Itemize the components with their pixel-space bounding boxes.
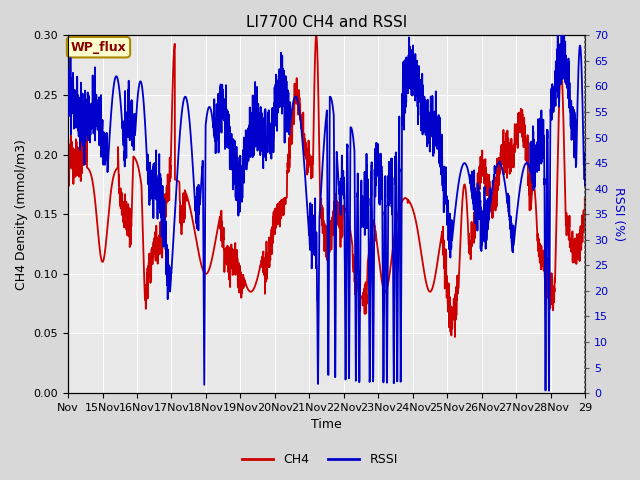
Legend: CH4, RSSI: CH4, RSSI	[237, 448, 403, 471]
Text: WP_flux: WP_flux	[70, 41, 126, 54]
Title: LI7700 CH4 and RSSI: LI7700 CH4 and RSSI	[246, 15, 407, 30]
X-axis label: Time: Time	[311, 419, 342, 432]
Bar	[68, 95, 585, 334]
Y-axis label: RSSI (%): RSSI (%)	[612, 187, 625, 241]
Y-axis label: CH4 Density (mmol/m3): CH4 Density (mmol/m3)	[15, 139, 28, 289]
